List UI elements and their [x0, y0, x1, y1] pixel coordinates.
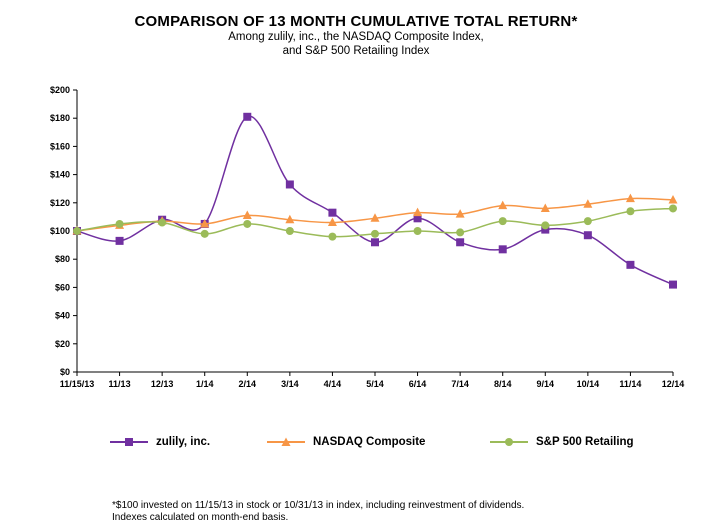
data-point-zulily-inc: [669, 280, 677, 289]
data-point-s-p-500-retailing: [456, 228, 465, 237]
legend-item-zulily: zulily, inc.: [110, 434, 210, 450]
data-point-nasdaq-composite: [370, 213, 380, 222]
data-point-zulily-inc: [541, 225, 550, 234]
data-point-nasdaq-composite: [583, 199, 593, 208]
y-tick-label: $140: [50, 170, 70, 180]
series-line-zulily-inc: [76, 115, 674, 286]
data-point-zulily-inc: [456, 238, 465, 247]
data-point-s-p-500-retailing: [115, 219, 124, 228]
x-tick-label: 4/14: [324, 379, 342, 389]
x-tick-label: 7/14: [451, 379, 469, 389]
legend-item-sp500-retailing: S&P 500 Retailing: [490, 434, 634, 450]
data-point-zulily-inc: [285, 180, 294, 189]
x-tick-label: 9/14: [537, 379, 555, 389]
data-point-s-p-500-retailing: [200, 229, 209, 238]
data-point-s-p-500-retailing: [73, 227, 81, 235]
x-tick-label: 6/14: [409, 379, 427, 389]
x-tick-label: 1/14: [196, 379, 214, 389]
data-point-s-p-500-retailing: [158, 218, 167, 227]
y-tick-label: $160: [50, 141, 70, 151]
data-point-nasdaq-composite: [242, 210, 252, 219]
legend-swatch-nasdaq: [267, 437, 305, 446]
x-tick-label: 12/14: [662, 379, 685, 389]
data-point-nasdaq-composite: [200, 218, 210, 228]
data-point-nasdaq-composite: [413, 207, 423, 217]
data-point-s-p-500-retailing: [626, 207, 635, 216]
data-point-nasdaq-composite: [285, 214, 295, 224]
data-point-zulily-inc: [498, 245, 507, 254]
x-tick-label: 8/14: [494, 379, 512, 389]
data-point-nasdaq-composite: [625, 193, 635, 203]
chart-title: COMPARISON OF 13 MONTH CUMULATIVE TOTAL …: [134, 13, 578, 30]
data-point-zulily-inc: [328, 208, 337, 217]
data-point-s-p-500-retailing: [498, 217, 507, 226]
legend-label-zulily: zulily, inc.: [156, 436, 211, 448]
legend-swatch-sp500-retailing: [490, 438, 528, 446]
x-tick-label: 12/13: [151, 379, 174, 389]
x-tick-label: 10/14: [577, 379, 600, 389]
data-point-nasdaq-composite: [540, 203, 550, 212]
data-point-nasdaq-composite: [498, 200, 508, 210]
x-tick-label: 11/13: [109, 379, 131, 389]
legend-item-nasdaq: NASDAQ Composite: [267, 434, 425, 450]
data-point-s-p-500-retailing: [413, 227, 422, 235]
x-tick-label: 11/15/13: [60, 379, 95, 389]
y-tick-label: $120: [50, 198, 70, 208]
legend-label-nasdaq: NASDAQ Composite: [313, 436, 426, 448]
x-tick-label: 5/14: [366, 379, 384, 389]
line-chart: $0 $20 $40 $60 $80 $100 $120 $140 $160 $180 $200 11…: [50, 85, 685, 389]
data-point-zulily-inc: [583, 231, 592, 240]
data-point-nasdaq-composite: [668, 194, 678, 204]
footnote-indexes: Indexes calculated on month-end basis.: [112, 512, 289, 523]
y-tick-label: $200: [50, 85, 70, 95]
data-point-s-p-500-retailing: [285, 227, 294, 235]
y-tick-label: $40: [55, 311, 70, 321]
chart-subtitle-line-2: and S&P 500 Retailing Index: [282, 45, 430, 57]
data-point-s-p-500-retailing: [243, 219, 252, 228]
data-point-zulily-inc: [115, 236, 124, 245]
data-point-s-p-500-retailing: [328, 232, 337, 241]
y-tick-label: $0: [60, 367, 70, 377]
data-point-nasdaq-composite: [455, 209, 465, 218]
x-tick-label: 11/14: [619, 379, 641, 389]
x-tick-label: 2/14: [239, 379, 257, 389]
y-tick-label: $180: [50, 113, 70, 123]
data-point-s-p-500-retailing: [541, 221, 550, 230]
data-point-s-p-500-retailing: [371, 229, 379, 238]
y-tick-label: $100: [50, 226, 70, 236]
y-tick-label: $60: [55, 282, 70, 292]
x-tick-label: 3/14: [281, 379, 299, 389]
data-point-zulily-inc: [626, 260, 635, 269]
data-point-zulily-inc: [413, 214, 422, 223]
legend-label-sp500-retailing: S&P 500 Retailing: [536, 436, 634, 448]
footnote-investment: *$100 invested on 11/15/13 in stock or 1…: [112, 500, 525, 511]
y-tick-label: $80: [55, 254, 70, 264]
legend-swatch-zulily: [110, 438, 148, 446]
data-point-s-p-500-retailing: [583, 217, 592, 226]
y-tick-label: $20: [55, 339, 70, 349]
data-point-zulily-inc: [243, 112, 252, 121]
data-point-zulily-inc: [371, 238, 379, 247]
data-point-s-p-500-retailing: [669, 204, 677, 213]
data-point-nasdaq-composite: [327, 217, 337, 227]
chart-subtitle-line-1: Among zulily, inc., the NASDAQ Composite…: [228, 31, 484, 43]
